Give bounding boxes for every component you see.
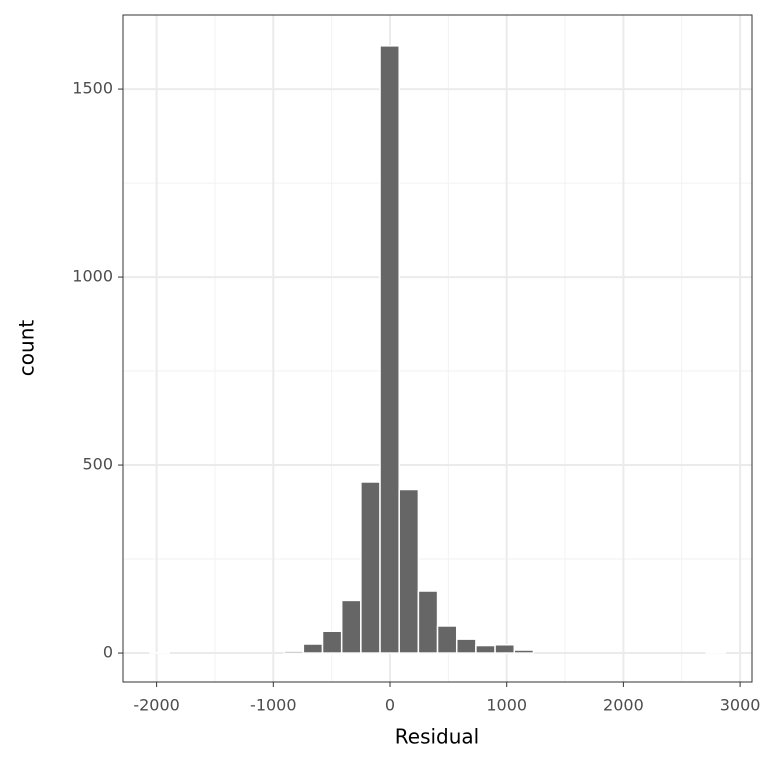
bar — [321, 630, 343, 654]
y-tick-label: 500 — [82, 455, 113, 474]
bar — [379, 45, 400, 654]
bar — [417, 590, 439, 654]
panel-border — [122, 14, 753, 683]
bar — [360, 481, 381, 654]
x-tick-label: 1000 — [486, 696, 527, 715]
x-tick-label: 2000 — [603, 696, 644, 715]
bar — [513, 649, 535, 654]
y-tick-label: 0 — [103, 643, 113, 662]
x-tick-label: -2000 — [133, 696, 180, 715]
bar — [302, 643, 324, 654]
x-tick-label: -1000 — [250, 696, 297, 715]
y-tick-label: 1500 — [72, 79, 113, 98]
panel-background — [123, 15, 752, 682]
bar — [436, 625, 458, 654]
bar — [475, 644, 496, 654]
bar — [455, 638, 477, 654]
bar — [340, 599, 362, 654]
x-tick-label: 3000 — [720, 696, 761, 715]
y-axis-title: count — [15, 320, 39, 377]
bar — [398, 488, 420, 654]
y-tick-label: 1000 — [72, 267, 113, 286]
x-tick-label: 0 — [385, 696, 395, 715]
bar — [494, 644, 516, 654]
bar — [283, 650, 305, 654]
x-axis-title: Residual — [395, 725, 479, 749]
